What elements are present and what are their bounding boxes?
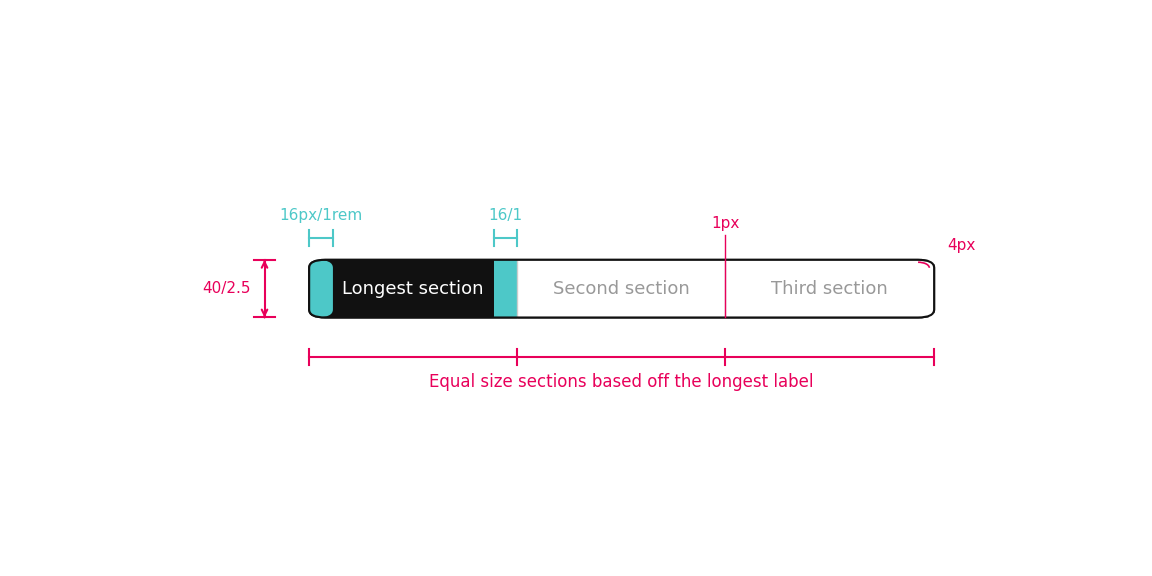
Bar — [517, 260, 934, 317]
Bar — [501, 260, 517, 317]
Text: 4px: 4px — [947, 238, 976, 253]
Text: 40/2.5: 40/2.5 — [203, 281, 251, 296]
Text: 1px: 1px — [711, 216, 740, 231]
Text: Longest section: Longest section — [342, 280, 484, 298]
FancyBboxPatch shape — [309, 260, 934, 317]
Bar — [333, 260, 493, 317]
FancyBboxPatch shape — [309, 260, 517, 317]
Text: 16px/1rem: 16px/1rem — [280, 209, 363, 223]
Text: Second section: Second section — [553, 280, 690, 298]
Bar — [493, 260, 517, 317]
Text: Equal size sections based off the longest label: Equal size sections based off the longes… — [430, 373, 814, 391]
Text: Third section: Third section — [772, 280, 888, 298]
Text: 16/1: 16/1 — [488, 209, 523, 223]
FancyBboxPatch shape — [309, 260, 333, 317]
